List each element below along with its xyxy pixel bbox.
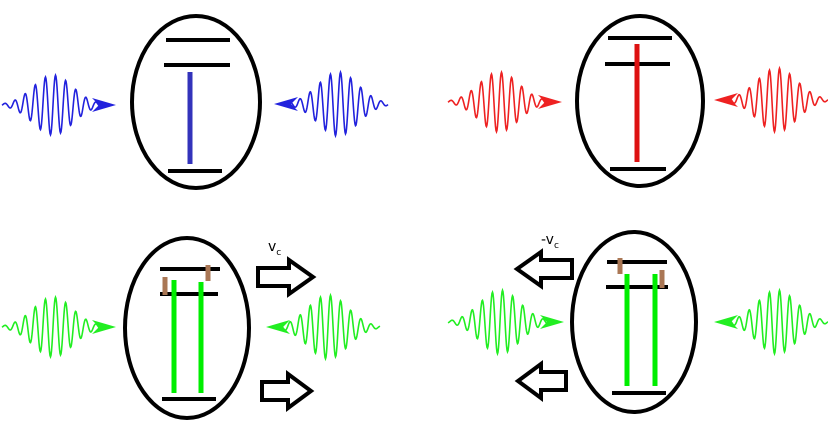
motion-arrow-left <box>513 248 574 290</box>
velocity-label: vc <box>268 239 281 258</box>
pulse-wave <box>447 287 553 357</box>
pulse-arrowhead-left <box>274 97 298 111</box>
pulse-wave <box>725 65 828 135</box>
atom-bottom-right <box>570 230 698 414</box>
atom-bottom-left <box>123 236 251 420</box>
atom-ellipse <box>130 14 262 190</box>
atom-top-right <box>575 14 705 188</box>
pulse-arrowhead-left <box>714 315 738 329</box>
pulse-wave <box>275 292 381 362</box>
pulse-arrowhead-left <box>714 93 738 107</box>
pulse-arrowhead-right <box>92 320 116 334</box>
motion-arrow-right <box>260 370 315 412</box>
pulse-wave <box>1 294 105 360</box>
pulse-arrowhead-right <box>92 98 116 112</box>
pulse-arrowhead-right <box>538 95 562 109</box>
atom-ellipse <box>123 236 251 420</box>
motion-arrow-right <box>256 256 317 298</box>
neg-velocity-label: -vc <box>541 232 559 251</box>
pulse-arrowhead-right <box>540 315 564 329</box>
atom-ellipse <box>575 14 705 188</box>
pulse-wave <box>725 287 828 357</box>
motion-arrow-left <box>514 360 568 402</box>
pulse-wave <box>447 69 551 135</box>
pulse-wave <box>1 72 105 138</box>
pulse-arrowhead-left <box>266 320 290 334</box>
pulse-wave <box>287 69 389 139</box>
atom-top-left <box>130 14 262 190</box>
atom-ellipse <box>570 230 698 414</box>
